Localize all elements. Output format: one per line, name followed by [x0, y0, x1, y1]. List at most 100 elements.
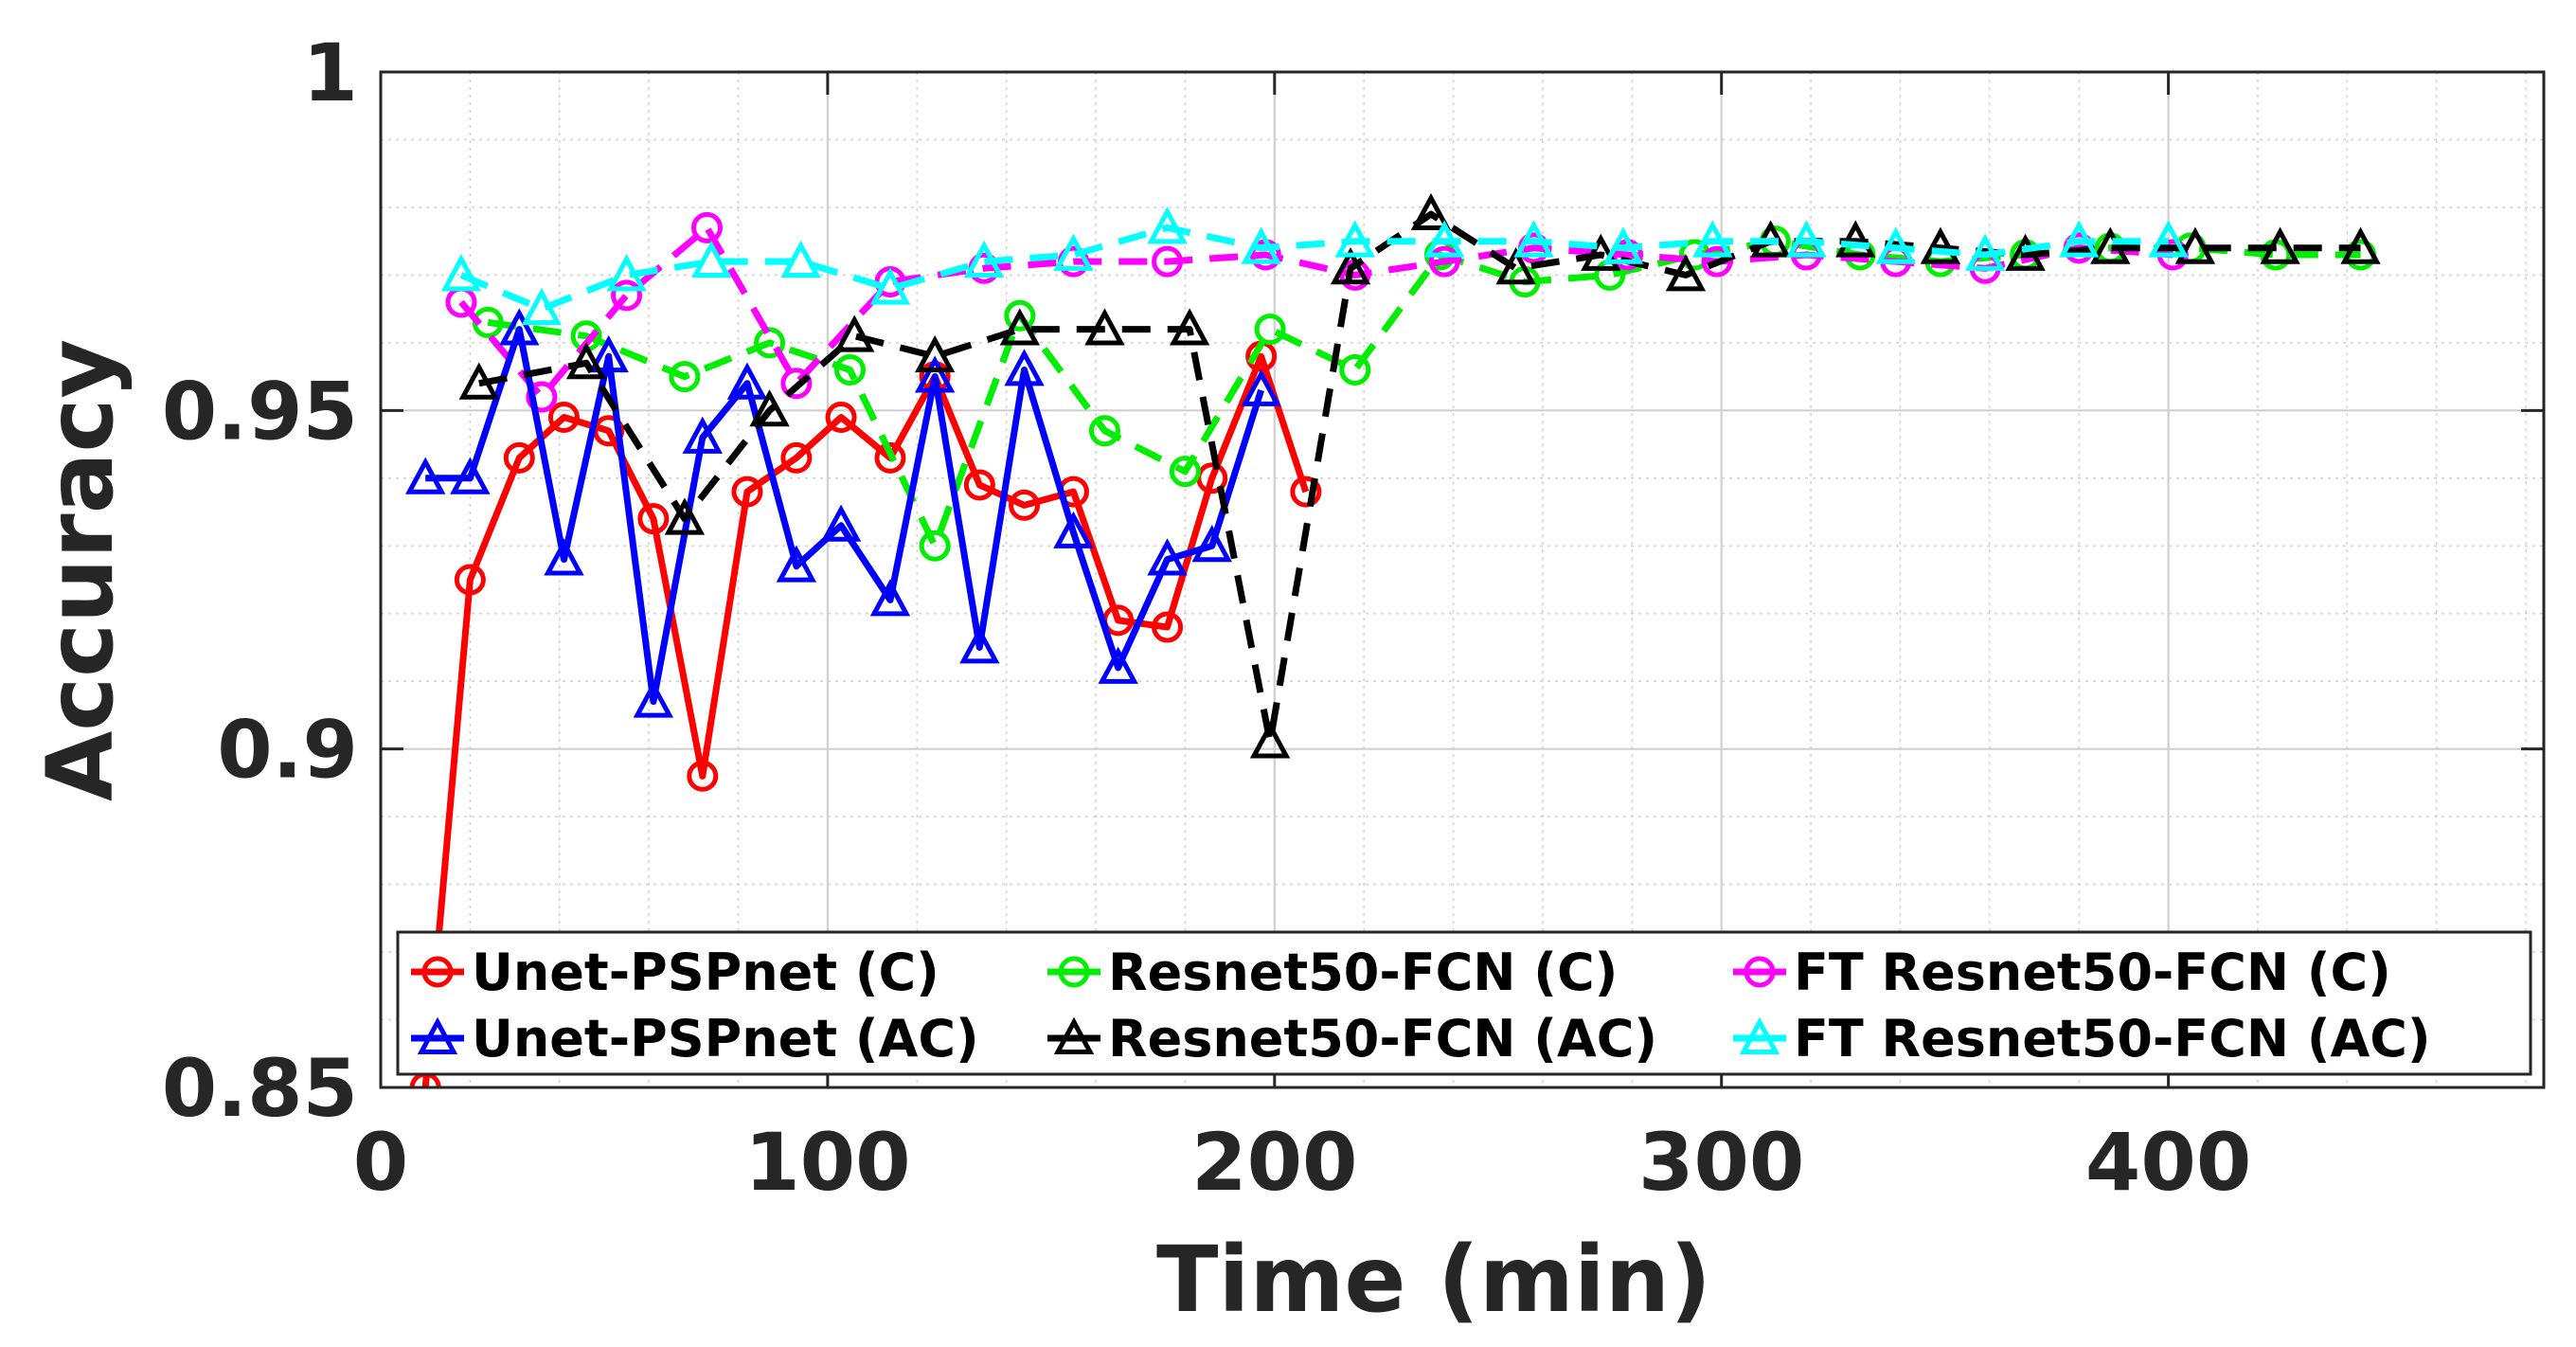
data-point-4 [914, 334, 956, 373]
major-grid [381, 72, 2544, 1087]
data-point-5 [521, 287, 563, 326]
data-point-0 [687, 760, 719, 792]
data-point-5 [1334, 220, 1375, 258]
data-point-3 [959, 626, 1000, 664]
legend-item: Resnet50-FCN (AC) [1047, 1009, 1657, 1069]
data-point-4 [1169, 308, 1210, 346]
data-point-2 [1428, 245, 1460, 278]
data-point-5 [1423, 220, 1465, 258]
axes-box [379, 70, 2546, 1089]
data-point-1 [919, 530, 951, 562]
x-axis-ticks: 0 100 200 300 400 [353, 72, 2251, 1209]
data-point-0 [1290, 476, 1322, 508]
series-line-4 [478, 210, 2361, 745]
x-tick-label: 0 [353, 1116, 408, 1209]
data-point-0 [637, 503, 670, 535]
data-point-5 [1513, 220, 1554, 258]
series-5 [440, 207, 2189, 326]
data-point-1 [1004, 299, 1036, 332]
x-tick-label: 200 [1191, 1116, 1357, 1209]
data-point-4 [1920, 226, 1961, 264]
legend-item: FT Resnet50-FCN (C) [1733, 943, 2391, 1002]
data-point-2 [1152, 245, 1184, 278]
data-point-1 [833, 353, 866, 386]
y-tick-label: 0.85 [162, 1042, 358, 1135]
series-4 [458, 192, 2381, 759]
data-point-0 [874, 441, 906, 474]
data-point-3 [499, 308, 540, 346]
data-point-5 [1053, 233, 1094, 271]
data-point-5 [1147, 207, 1188, 244]
legend-label: Resnet50-FCN (C) [1108, 943, 1618, 1002]
data-point-1 [1339, 353, 1371, 386]
data-point-5 [869, 267, 911, 305]
data-point-4 [565, 342, 607, 380]
legend-item: Resnet50-FCN (C) [1047, 943, 1618, 1002]
data-point-0 [780, 441, 813, 474]
data-point-2 [780, 368, 813, 400]
legend-label: Resnet50-FCN (AC) [1108, 1009, 1657, 1069]
data-point-2 [611, 279, 643, 312]
y-axis-ticks: 0.85 0.9 0.95 1 [162, 27, 2544, 1135]
data-point-4 [1084, 308, 1125, 346]
data-point-5 [1964, 233, 2006, 271]
data-point-3 [1004, 349, 1045, 386]
legend-label: FT Resnet50-FCN (AC) [1794, 1009, 2431, 1069]
data-point-4 [2090, 226, 2131, 264]
data-point-3 [1053, 511, 1094, 548]
data-point-3 [869, 579, 911, 617]
data-point-5 [963, 240, 1005, 278]
series-line-3 [425, 326, 1264, 706]
data-point-0 [1009, 489, 1041, 521]
data-point-3 [1241, 368, 1281, 406]
series-line-2 [458, 224, 2174, 401]
data-point-5 [1602, 226, 1644, 264]
data-point-4 [749, 389, 790, 427]
data-point-4 [2260, 226, 2300, 264]
data-point-0 [1152, 611, 1184, 643]
data-point-3 [914, 355, 956, 393]
legend: Unet-PSPnet (C) Resnet50-FCN (C) FT Resnet… [396, 930, 2532, 1076]
data-point-1 [669, 361, 701, 393]
x-tick-label: 300 [1638, 1116, 1804, 1209]
data-point-4 [999, 308, 1041, 346]
data-point-5 [1692, 220, 1733, 258]
data-point-1 [1088, 415, 1120, 447]
data-point-5 [606, 254, 647, 292]
data-point-5 [2059, 220, 2100, 258]
y-tick-label: 0.9 [217, 704, 358, 797]
legend-item: Unet-PSPnet (AC) [411, 1009, 979, 1069]
legend-marker [1744, 956, 1776, 988]
plot-area [404, 192, 2381, 1087]
data-point-3 [588, 334, 629, 373]
legend-marker [421, 956, 454, 988]
data-point-4 [664, 497, 706, 535]
legend-item: Unet-PSPnet (C) [411, 943, 939, 1002]
data-point-3 [450, 457, 491, 494]
data-point-5 [1875, 226, 1916, 264]
y-tick-label: 0.95 [162, 365, 358, 458]
legend-marker [417, 1016, 458, 1054]
data-point-4 [1249, 721, 1291, 759]
legend-label: Unet-PSPnet (C) [472, 943, 939, 1002]
data-point-0 [731, 476, 763, 508]
legend-label: Unet-PSPnet (AC) [472, 1009, 979, 1069]
data-point-5 [1241, 226, 1281, 264]
data-point-3 [633, 680, 674, 718]
x-tick-label: 400 [2085, 1116, 2251, 1209]
data-point-4 [2174, 226, 2216, 264]
data-point-0 [547, 401, 580, 433]
data-point-5 [780, 240, 821, 278]
data-point-1 [754, 327, 786, 359]
data-point-3 [1098, 646, 1138, 684]
data-point-0 [963, 469, 995, 501]
series-line-5 [459, 224, 2169, 313]
data-point-5 [691, 240, 732, 278]
data-point-0 [825, 401, 857, 433]
legend-box [396, 930, 2532, 1076]
data-point-3 [682, 416, 723, 454]
y-tick-label: 1 [303, 27, 358, 119]
data-point-2 [1701, 245, 1733, 278]
